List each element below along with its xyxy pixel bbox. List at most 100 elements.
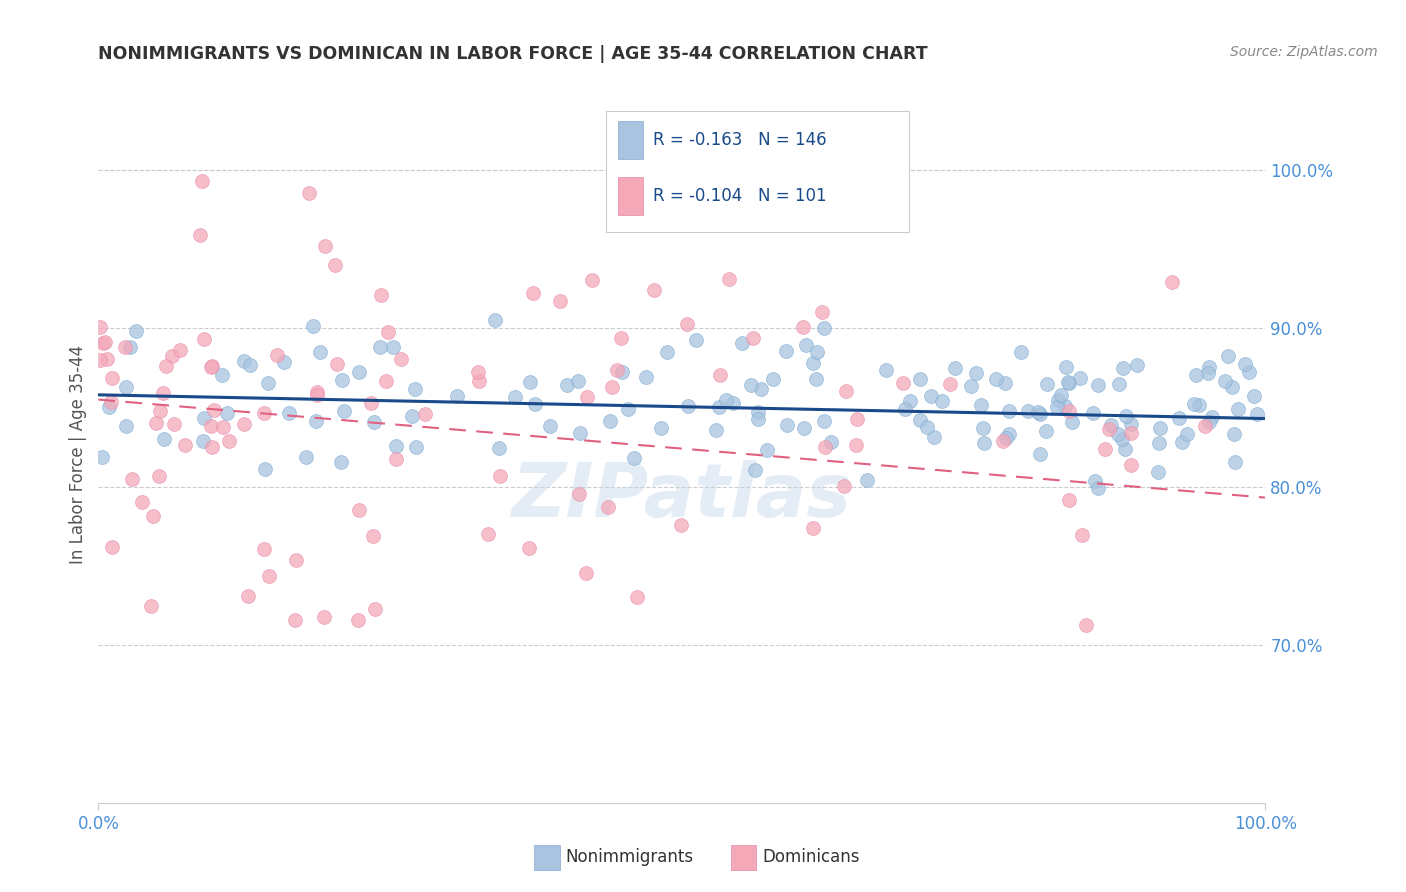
Point [1099, 417, 1122, 432]
Point [1069, 371, 1091, 385]
Text: R = -0.163   N = 146: R = -0.163 N = 146 [652, 131, 827, 150]
Point [284, 613, 307, 627]
Point [202, 403, 225, 417]
Point [94, 334, 117, 349]
Point [806, 345, 828, 359]
Point [910, 413, 932, 427]
Point [1010, 345, 1032, 359]
Point [174, 438, 197, 452]
Point [467, 365, 489, 379]
Point [131, 495, 153, 509]
Point [756, 443, 779, 458]
Point [101, 541, 124, 555]
Point [993, 434, 1015, 448]
Point [1107, 426, 1129, 441]
Point [600, 380, 623, 394]
Point [155, 359, 177, 373]
Point [233, 353, 256, 368]
Point [568, 487, 591, 501]
Point [1074, 618, 1097, 632]
Point [330, 455, 353, 469]
Point [200, 440, 222, 454]
Point [1198, 360, 1220, 375]
Point [1071, 528, 1094, 542]
Point [811, 304, 834, 318]
Point [91, 450, 114, 464]
FancyBboxPatch shape [606, 111, 910, 232]
Point [747, 405, 769, 419]
Point [801, 356, 824, 370]
Point [1149, 421, 1171, 435]
Point [875, 363, 897, 377]
Point [522, 285, 544, 300]
Point [931, 393, 953, 408]
Point [997, 427, 1019, 442]
Point [612, 365, 634, 379]
Point [1187, 398, 1209, 412]
Point [835, 384, 858, 398]
Point [714, 393, 737, 408]
Point [984, 372, 1007, 386]
Point [845, 411, 868, 425]
Point [742, 331, 765, 345]
Point [775, 344, 797, 359]
Point [142, 509, 165, 524]
Point [114, 340, 136, 354]
Point [239, 358, 262, 372]
Point [347, 365, 370, 379]
Point [1054, 360, 1077, 375]
Point [124, 325, 146, 339]
Point [1094, 442, 1116, 457]
Point [749, 382, 772, 396]
Point [368, 340, 391, 354]
Point [1035, 424, 1057, 438]
Point [1036, 376, 1059, 391]
Point [1098, 422, 1121, 436]
Point [1243, 389, 1265, 403]
Point [793, 421, 815, 435]
Point [382, 340, 405, 354]
Point [1161, 275, 1184, 289]
Point [1175, 426, 1198, 441]
Point [1167, 411, 1189, 425]
Point [1149, 436, 1171, 450]
Point [939, 377, 962, 392]
Point [1059, 404, 1081, 418]
Point [1201, 409, 1223, 424]
Point [1222, 380, 1244, 394]
Point [1227, 401, 1250, 416]
Point [149, 404, 172, 418]
Point [488, 441, 510, 455]
Point [1223, 455, 1246, 469]
Point [1119, 417, 1142, 431]
Point [1054, 399, 1077, 413]
Point [1121, 458, 1143, 472]
Point [153, 432, 176, 446]
Point [972, 421, 994, 435]
Point [385, 439, 408, 453]
Point [1115, 409, 1137, 423]
Point [1029, 447, 1052, 461]
Point [97, 401, 120, 415]
Point [1246, 407, 1268, 421]
Point [401, 409, 423, 423]
Point [323, 258, 346, 272]
Point [575, 390, 598, 404]
Point [900, 393, 922, 408]
Point [820, 435, 842, 450]
Text: Source: ZipAtlas.com: Source: ZipAtlas.com [1230, 45, 1378, 59]
Point [721, 396, 744, 410]
Point [856, 473, 879, 487]
Point [676, 318, 699, 332]
Point [1223, 427, 1246, 442]
Point [212, 419, 235, 434]
Point [305, 414, 328, 428]
Point [1121, 426, 1143, 441]
Point [93, 336, 115, 351]
Point [330, 373, 353, 387]
Point [152, 386, 174, 401]
Text: Nonimmigrants: Nonimmigrants [565, 848, 693, 866]
Point [643, 283, 665, 297]
Point [145, 416, 167, 430]
Point [253, 542, 276, 557]
